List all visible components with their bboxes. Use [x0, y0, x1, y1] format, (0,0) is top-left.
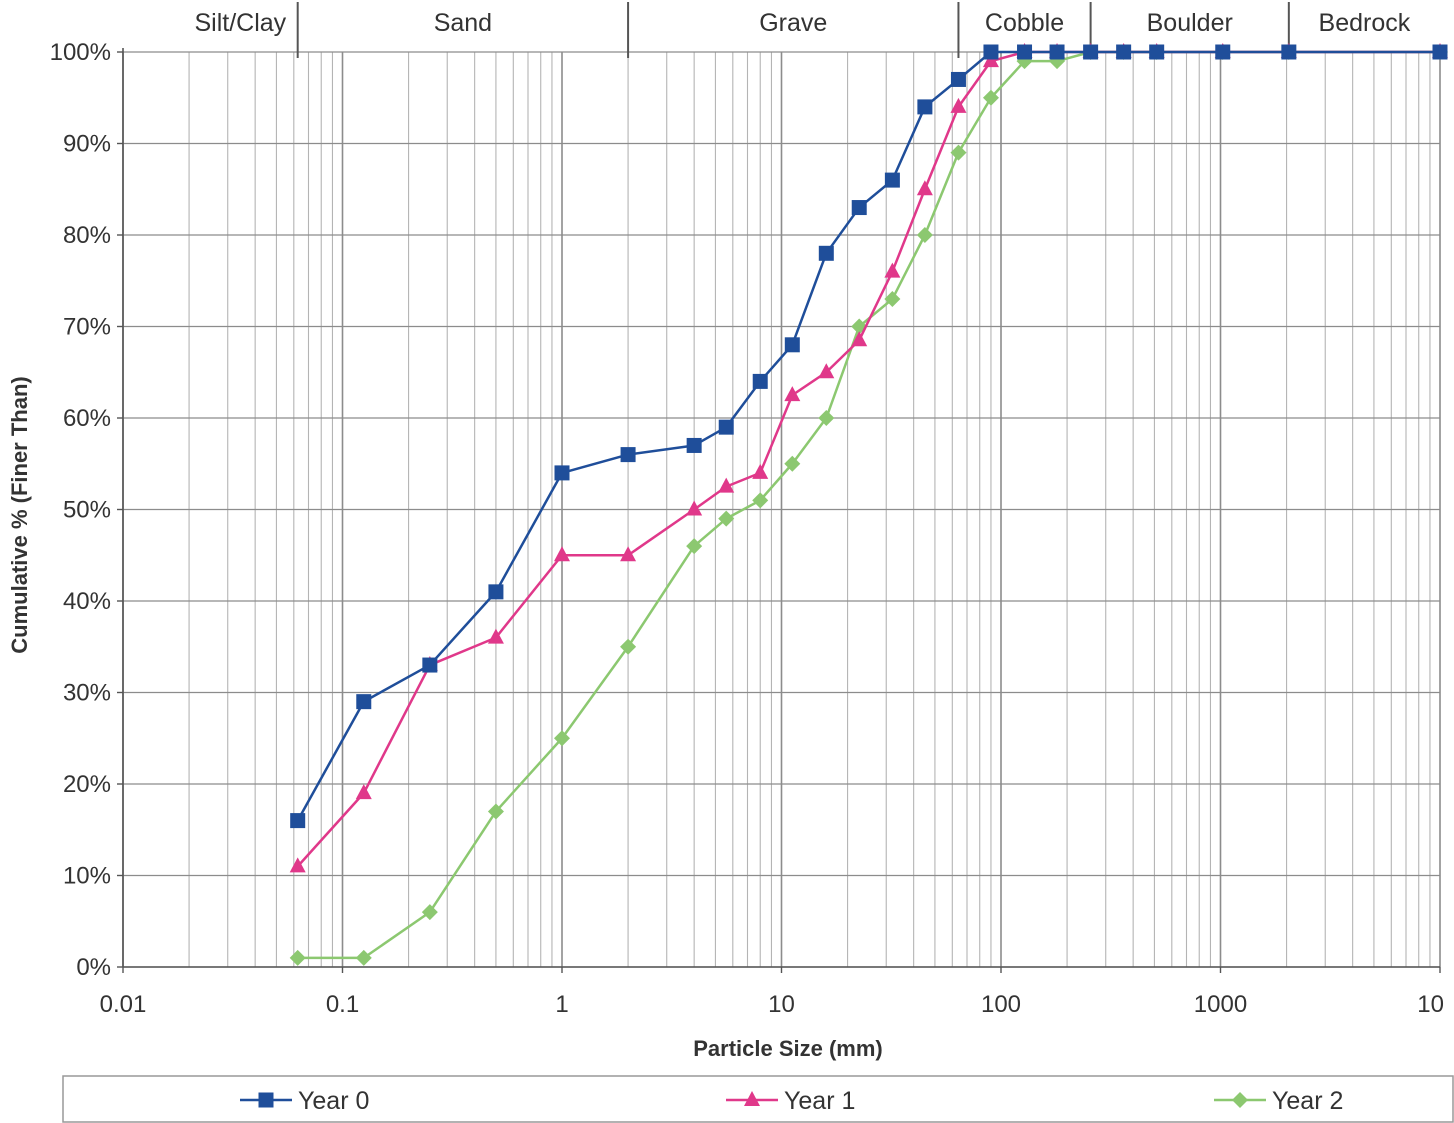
size-class-label: Silt/Clay [195, 9, 287, 37]
data-point-marker [884, 291, 901, 308]
x-tick-label: 10 [768, 991, 795, 1018]
data-point-marker [752, 373, 768, 389]
data-point-marker [718, 477, 735, 493]
x-axis-title: Particle Size (mm) [693, 1036, 883, 1061]
y-tick-label: 30% [63, 680, 111, 707]
legend-item: Year 1 [726, 1087, 855, 1115]
y-tick-label: 50% [63, 497, 111, 524]
data-point-marker [620, 447, 636, 463]
data-point-marker [554, 730, 570, 747]
data-point-marker [752, 492, 769, 509]
data-point-marker [620, 638, 637, 655]
y-tick-label: 70% [63, 314, 111, 341]
data-point-marker [983, 44, 999, 60]
data-point-marker [718, 419, 734, 435]
y-tick-label: 10% [63, 863, 111, 890]
size-class-label: Grave [759, 9, 827, 37]
data-point-marker [554, 465, 570, 481]
x-tick-label: 0.1 [326, 991, 359, 1018]
data-point-marker [950, 71, 966, 87]
x-tick-label: 100 [981, 991, 1021, 1018]
data-point-marker [289, 949, 306, 966]
data-point-marker [1049, 44, 1065, 60]
series-year-0 [290, 44, 1448, 829]
data-point-marker [744, 1091, 760, 1106]
y-tick-label: 20% [63, 771, 111, 798]
y-tick-label: 100% [50, 39, 111, 66]
data-point-marker [686, 500, 703, 516]
data-point-marker [1215, 44, 1231, 60]
size-class-label: Sand [434, 9, 492, 37]
legend-box [62, 1075, 1454, 1123]
data-series [289, 43, 1448, 966]
x-tick-label: 0.01 [100, 991, 147, 1018]
legend-item: Year 0 [240, 1087, 369, 1115]
data-point-marker [356, 694, 372, 710]
data-point-marker [818, 245, 834, 261]
data-point-marker [487, 628, 504, 644]
y-tick-label: 40% [63, 588, 111, 615]
x-tick-label: 10 [1417, 991, 1444, 1018]
data-point-marker [950, 97, 967, 113]
data-point-marker [686, 538, 703, 555]
data-point-marker [1232, 1092, 1248, 1108]
data-point-marker [784, 337, 800, 353]
y-tick-label: 90% [63, 131, 111, 158]
legend-label: Year 2 [1272, 1087, 1343, 1115]
data-point-marker [422, 657, 438, 673]
data-point-marker [488, 584, 504, 600]
data-point-marker [1017, 44, 1033, 60]
data-point-marker [554, 546, 570, 562]
data-point-marker [355, 949, 372, 966]
data-point-marker [851, 331, 868, 347]
data-point-marker [289, 857, 306, 873]
legend: Year 0 Year 1 Year 2 [62, 1075, 1454, 1123]
data-point-marker [884, 262, 901, 278]
axes: 0% 10% 20% 30% 40% 50% 60% 70% 80% 90% 100% 0.01 0.1… [50, 39, 1444, 1018]
legend-label: Year 1 [784, 1087, 855, 1115]
data-point-marker [1083, 44, 1099, 60]
y-tick-label: 80% [63, 222, 111, 249]
data-point-marker [916, 180, 933, 196]
data-point-marker [818, 410, 835, 426]
legend-label: Year 0 [298, 1087, 369, 1115]
x-tick-label: 1 [555, 991, 568, 1018]
data-point-marker [950, 144, 967, 161]
data-point-marker [784, 386, 801, 402]
y-tick-label: 60% [63, 405, 111, 432]
data-point-marker [421, 904, 438, 921]
data-point-marker [818, 363, 835, 379]
x-tick-label: 1000 [1194, 991, 1247, 1018]
data-point-marker [752, 463, 769, 479]
data-point-marker [916, 227, 933, 243]
data-point-marker [884, 172, 900, 188]
size-class-label: Boulder [1147, 9, 1233, 37]
size-class-bands: Silt/Clay Sand Grave Cobble Boulder Bedrock [195, 2, 1411, 58]
data-point-marker [1432, 44, 1448, 60]
data-point-marker [487, 803, 504, 820]
data-point-marker [355, 784, 372, 800]
legend-item: Year 2 [1214, 1087, 1343, 1115]
data-point-marker [620, 546, 637, 562]
data-point-marker [1149, 44, 1165, 60]
data-point-marker [258, 1092, 274, 1108]
data-point-marker [982, 89, 999, 106]
y-axis-title: Cumulative % (Finer Than) [7, 376, 32, 653]
size-class-label: Cobble [985, 9, 1064, 37]
data-point-marker [784, 455, 801, 472]
data-point-marker [917, 99, 933, 115]
data-point-marker [1281, 44, 1297, 60]
size-class-label: Bedrock [1319, 9, 1411, 37]
data-point-marker [718, 510, 735, 527]
data-point-marker [1116, 44, 1132, 60]
data-point-marker [982, 52, 999, 68]
data-point-marker [851, 200, 867, 216]
y-tick-label: 0% [76, 954, 111, 981]
data-point-marker [290, 813, 306, 829]
data-point-marker [686, 437, 702, 453]
